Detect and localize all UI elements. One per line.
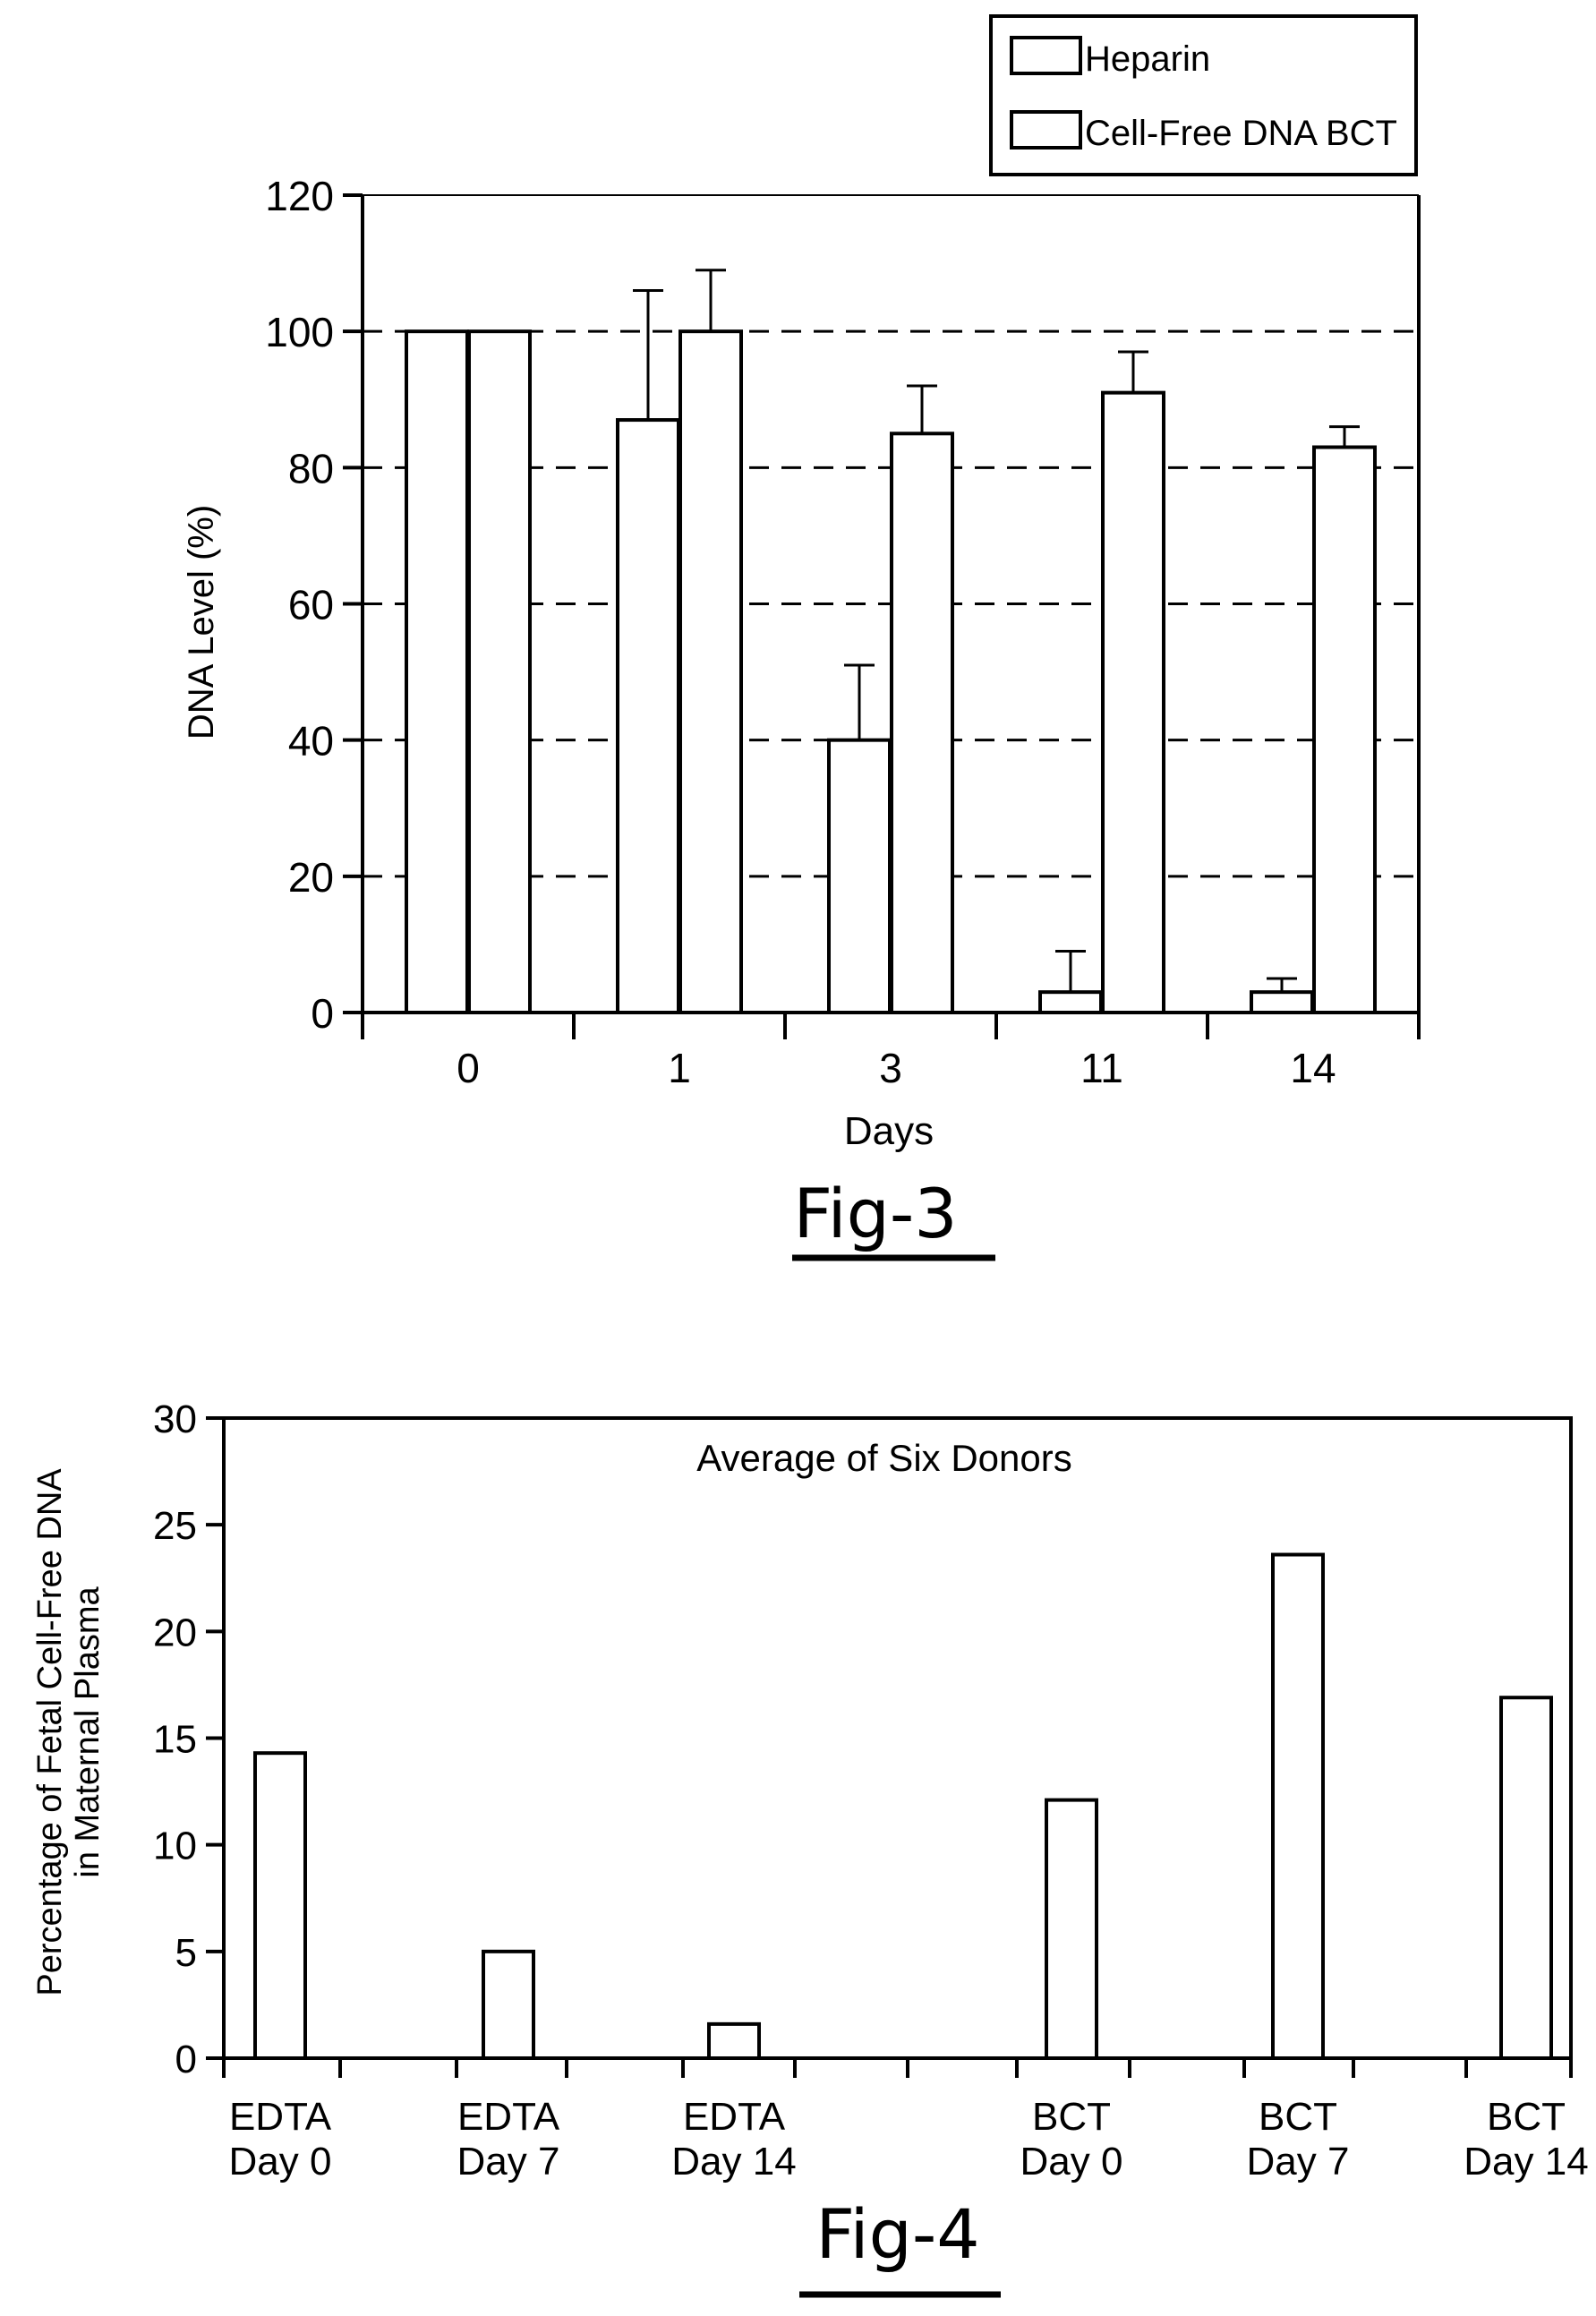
fig3-bars	[406, 270, 1375, 1013]
bar-edta-day-7	[483, 1952, 533, 2058]
bar-heparin-day-0	[406, 331, 467, 1013]
y-tick-label: 15	[153, 1718, 197, 1762]
fig3-caption: Fig-3	[793, 1174, 957, 1253]
fig4-caption: Fig-4	[815, 2194, 979, 2274]
fig3-legend: Heparin Cell-Free DNA BCT	[991, 16, 1416, 175]
bar-heparin-day-3	[829, 740, 890, 1013]
fig4-title: Average of Six Donors	[696, 1437, 1071, 1479]
bar-heparin-day-14	[1251, 992, 1312, 1013]
fig4-bars	[255, 1555, 1551, 2058]
fig3-y-axis-label: DNA Level (%)	[182, 505, 221, 739]
x-tick-label-line2: Day 7	[457, 2140, 560, 2184]
bar-edta-day-14	[709, 2024, 759, 2058]
legend-swatch-bct	[1011, 112, 1080, 148]
x-tick-label: 14	[1290, 1045, 1336, 1091]
y-tick-label: 20	[288, 854, 334, 901]
fig3-x-axis-label: Days	[844, 1109, 934, 1153]
x-tick-label: 1	[668, 1045, 691, 1091]
bar-bct-day-14	[1501, 1697, 1551, 2058]
fig3-y-ticks: 0 20 40 60 80 100 120	[265, 173, 363, 1037]
fig4-y-axis-label: Percentage of Fetal Cell-Free DNA in Mat…	[31, 1468, 107, 1996]
bar-bct-day-14	[1314, 448, 1375, 1013]
fig4-x-ticks: EDTADay 0EDTADay 7EDTADay 14BCTDay 0BCTD…	[224, 2058, 1589, 2184]
y-tick-label: 20	[153, 1611, 197, 1654]
bar-bct-day-11	[1103, 393, 1164, 1013]
y-tick-label: 25	[153, 1504, 197, 1548]
y-tick-label: 5	[175, 1931, 197, 1975]
legend-label-bct: Cell-Free DNA BCT	[1085, 114, 1397, 153]
fig4-y-axis-label-line2: in Maternal Plasma	[69, 1586, 107, 1878]
x-tick-label-line2: Day 0	[229, 2140, 332, 2184]
bar-bct-day-1	[680, 331, 741, 1013]
y-tick-label: 30	[153, 1397, 197, 1441]
x-tick-label-line2: Day 14	[671, 2140, 796, 2184]
x-tick-label-line1: BCT	[1032, 2095, 1111, 2139]
x-tick-label-line2: Day 0	[1020, 2140, 1123, 2184]
fig4-y-axis-label-line1: Percentage of Fetal Cell-Free DNA	[31, 1468, 69, 1996]
fig4-y-ticks: 0 5 10 15 20 25 30	[153, 1397, 224, 2081]
bar-bct-day-3	[892, 433, 952, 1013]
x-tick-label-line1: EDTA	[683, 2095, 786, 2139]
bar-heparin-day-11	[1040, 992, 1101, 1013]
y-tick-label: 0	[175, 2038, 197, 2081]
x-tick-label: 0	[457, 1045, 480, 1091]
bar-heparin-day-1	[618, 420, 679, 1013]
x-tick-label: 3	[879, 1045, 902, 1091]
bar-bct-day-7	[1273, 1555, 1323, 2058]
fig3-chart: 0 20 40 60 80 100 120 0 1 3 11 14 DNA Level (%) Da…	[182, 16, 1419, 1258]
x-tick-label-line1: EDTA	[457, 2095, 560, 2139]
x-tick-label-line1: EDTA	[229, 2095, 332, 2139]
y-tick-label: 60	[288, 582, 334, 628]
bar-bct-day-0	[1046, 1800, 1097, 2058]
bar-edta-day-0	[255, 1753, 305, 2058]
y-tick-label: 100	[265, 309, 334, 355]
y-tick-label: 80	[288, 445, 334, 491]
x-tick-label-line2: Day 7	[1247, 2140, 1350, 2184]
fig4-chart: 051015202530 EDTADay 0EDTADay 7EDTADay 1…	[31, 1397, 1589, 2295]
legend-swatch-heparin	[1011, 38, 1080, 73]
x-tick-label-line1: BCT	[1259, 2095, 1337, 2139]
x-tick-label-line2: Day 14	[1464, 2140, 1588, 2184]
fig3-x-ticks: 0 1 3 11 14	[363, 1013, 1419, 1091]
y-tick-label: 40	[288, 718, 334, 765]
x-tick-label: 11	[1080, 1045, 1123, 1091]
x-tick-label-line1: BCT	[1487, 2095, 1566, 2139]
legend-label-heparin: Heparin	[1085, 39, 1210, 79]
y-tick-label: 10	[153, 1825, 197, 1868]
fig4-plot-frame	[224, 1418, 1571, 2058]
y-tick-label: 0	[311, 990, 334, 1037]
y-tick-label: 120	[265, 173, 334, 219]
bar-bct-day-0	[469, 331, 530, 1013]
